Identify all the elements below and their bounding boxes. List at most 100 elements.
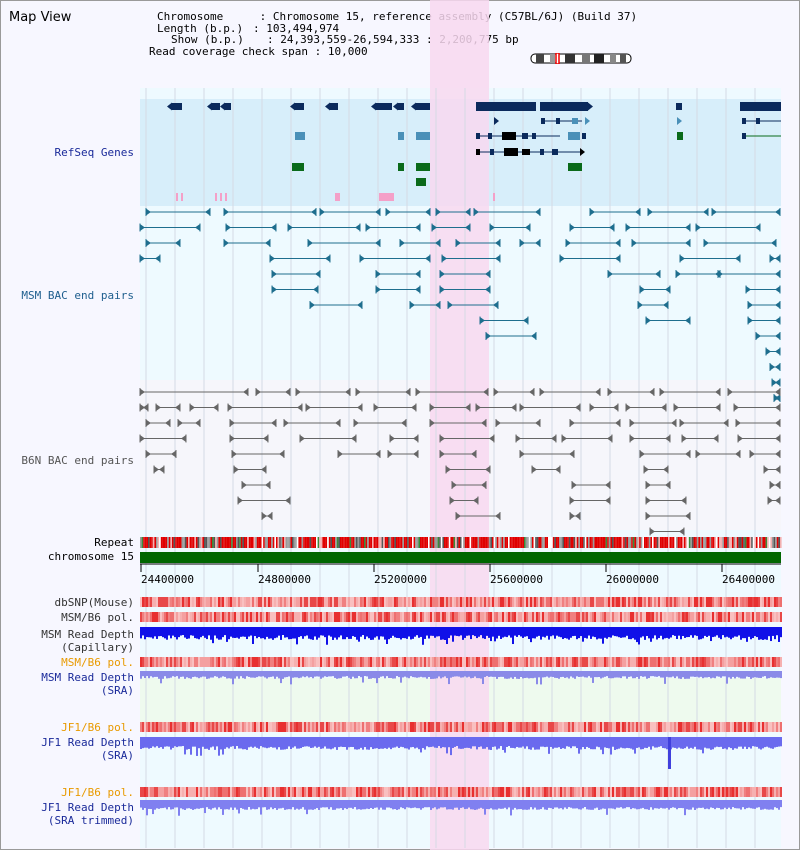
msm-b6-pol-heat [602, 657, 604, 667]
msm-b6-pol-heat [216, 657, 218, 667]
msm-b6-pol-heat [226, 657, 228, 667]
repeat-segment [690, 537, 692, 548]
msm-b6-pol-heat [220, 657, 222, 667]
msm-b6-pol-heat [278, 657, 280, 667]
dbsnp-heat [584, 597, 586, 607]
chromosome-ideogram[interactable] [530, 53, 632, 64]
track-label-refseq[interactable]: RefSeq Genes [54, 146, 134, 159]
jf1-b6-pol-heat [554, 722, 556, 732]
track-label-msm-b6-pol-1[interactable]: MSM/B6 pol. [61, 611, 134, 624]
dbsnp-heat [596, 597, 598, 607]
msm-b6-pol-heat [642, 612, 644, 622]
gene-arrow [768, 497, 773, 504]
msm-depth-capillary-bar [600, 627, 602, 639]
gene-exon [676, 103, 682, 110]
msm-depth-sra-bar [752, 671, 754, 678]
msm-depth-capillary-bar [596, 627, 598, 640]
track-label-msm-depth-cap[interactable]: MSM Read Depth (Capillary) [41, 628, 134, 654]
msm-b6-pol-heat [760, 657, 762, 667]
jf1-b6-pol-heat [650, 787, 652, 797]
jf1-depth-trim-bar [244, 800, 246, 810]
track-label-msm-bac[interactable]: MSM BAC end pairs [21, 289, 134, 302]
msm-depth-capillary-bar [718, 627, 720, 638]
repeat-segment [418, 537, 420, 548]
track-label-b6n-bac[interactable]: B6N BAC end pairs [21, 454, 134, 467]
repeat-segment [167, 537, 169, 548]
msm-b6-pol-heat [288, 657, 290, 667]
msm-depth-sra-bar [368, 671, 370, 679]
jf1-b6-pol-heat [564, 722, 566, 732]
dbsnp-heat [494, 597, 496, 607]
jf1-depth-trim-bar [484, 800, 486, 815]
track-label-msm-b6-pol-2[interactable]: MSM/B6 pol. [61, 656, 134, 669]
jf1-depth-sra-bar [242, 737, 244, 750]
msm-b6-pol-heat [672, 612, 674, 622]
track-label-dbsnp[interactable]: dbSNP(Mouse) [54, 596, 134, 609]
jf1-depth-sra-bar [526, 737, 528, 747]
msm-b6-pol-heat [372, 612, 374, 622]
jf1-b6-pol-heat [566, 722, 568, 732]
msm-b6-pol-heat [744, 657, 746, 667]
repeat-segment [680, 537, 683, 548]
dbsnp-heat [712, 597, 714, 607]
msm-depth-sra-bar [606, 671, 608, 677]
track-label-jf1-b6-pol-1[interactable]: JF1/B6 pol. [61, 721, 134, 734]
repeat-segment [632, 537, 635, 548]
jf1-depth-sra-bar [422, 737, 424, 749]
jf1-depth-sra-bar [316, 737, 318, 748]
repeat-segment [480, 537, 483, 548]
repeat-segment [437, 537, 440, 548]
msm-b6-pol-heat [408, 612, 410, 622]
msm-b6-pol-heat [484, 657, 486, 667]
jf1-depth-trim-bar [724, 800, 726, 808]
msm-depth-sra-bar [168, 671, 170, 679]
msm-b6-pol-heat [168, 612, 170, 622]
msm-b6-pol-heat [280, 657, 282, 667]
dbsnp-heat [424, 597, 426, 607]
jf1-depth-sra-bar [454, 737, 456, 747]
msm-depth-capillary-bar [378, 627, 380, 640]
track-label-jf1-depth[interactable]: JF1 Read Depth (SRA) [41, 736, 134, 762]
jf1-b6-pol-heat [484, 722, 486, 732]
msm-b6-pol-heat [612, 612, 614, 622]
track-label-msm-depth-sra[interactable]: MSM Read Depth (SRA) [41, 671, 134, 697]
jf1-depth-sra-bar [322, 737, 324, 749]
jf1-b6-pol-heat [602, 787, 604, 797]
track-label-jf1-depth-trim[interactable]: JF1 Read Depth (SRA trimmed) [41, 801, 134, 827]
msm-depth-capillary-bar [522, 627, 524, 638]
msm-b6-pol-heat [502, 657, 504, 667]
jf1-b6-pol-heat [168, 722, 170, 732]
repeat-segment [368, 537, 371, 548]
repeat-segment [692, 537, 694, 548]
repeat-segment [584, 537, 587, 548]
jf1-depth-sra-bar [148, 737, 150, 749]
gene-arrow [570, 419, 575, 427]
repeat-segment [207, 537, 209, 548]
track-label-repeat[interactable]: Repeat [94, 536, 134, 549]
gene-arrow [615, 419, 620, 427]
track-label-jf1-b6-pol-2[interactable]: JF1/B6 pol. [61, 786, 134, 799]
msm-b6-pol-heat [512, 612, 514, 622]
msm-depth-capillary-bar [734, 627, 736, 637]
gene-arrow [685, 224, 690, 231]
gene-arrow [175, 404, 180, 411]
jf1-depth-sra-bar [494, 737, 496, 747]
jf1-b6-pol-heat [770, 722, 772, 732]
dbsnp-heat [182, 597, 184, 607]
msm-b6-pol-heat [420, 657, 422, 667]
msm-b6-pol-heat [610, 657, 612, 667]
repeat-segment [612, 537, 614, 548]
msm-depth-capillary-bar [244, 627, 246, 637]
msm-b6-pol-heat [546, 657, 548, 667]
jf1-depth-sra-bar [756, 737, 758, 747]
dbsnp-heat [620, 597, 622, 607]
repeat-segment [439, 537, 441, 548]
dbsnp-heat [522, 597, 524, 607]
jf1-depth-trim-bar [602, 800, 604, 809]
jf1-depth-sra-bar [712, 737, 714, 750]
track-label-chromosome[interactable]: chromosome 15 [47, 550, 134, 563]
msm-b6-pol-heat [692, 657, 694, 667]
msm-b6-pol-heat [354, 612, 356, 622]
panel-title: Map View [9, 10, 72, 25]
